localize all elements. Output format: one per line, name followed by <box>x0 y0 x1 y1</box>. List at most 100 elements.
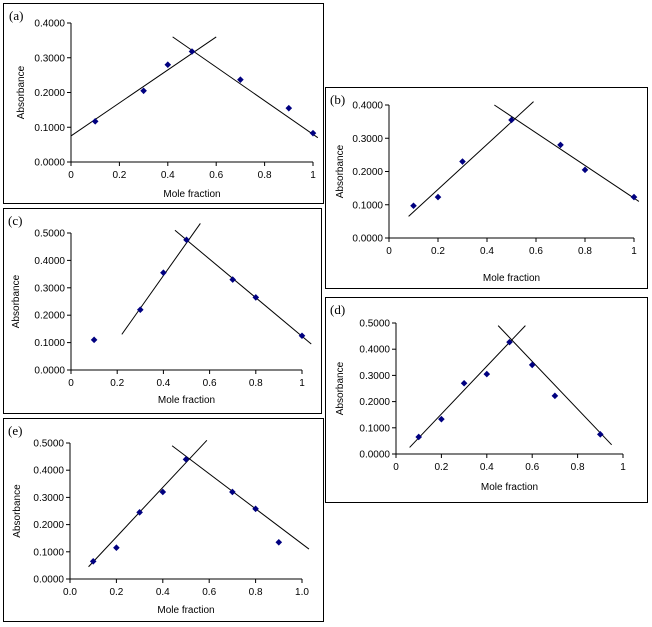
chart-e-data-point <box>275 538 283 546</box>
chart-a-data-point <box>309 129 317 137</box>
chart-a-trendline <box>172 36 319 139</box>
chart-d-trendline <box>497 325 613 446</box>
chart-a-data-point <box>237 76 244 83</box>
chart-c-y-tick-label: 0.1000 <box>34 338 65 349</box>
chart-d-y-tick-label: 0.2000 <box>359 397 390 408</box>
chart-d-data-point <box>597 431 604 438</box>
chart-d-y-tick-label: 0.5000 <box>359 319 390 330</box>
chart-a-y-tick-label: 0.2000 <box>34 88 65 99</box>
chart-b-data-point <box>459 158 466 165</box>
chart-d-y-tick-label: 0.0000 <box>359 450 390 461</box>
chart-e-x-tick-label: 0.8 <box>249 587 263 598</box>
chart-e: 0.0000 0.1000 0.2000 0.3000 0.4000 0.5000 0.0 0… <box>8 423 310 616</box>
chart-b-y-tick-label: 0.3000 <box>352 134 383 145</box>
chart-d-y-tick-label: 0.3000 <box>359 371 390 382</box>
chart-b-x-tick-label: 0.8 <box>578 246 592 257</box>
chart-a-x-tick-label: 0.2 <box>112 170 126 181</box>
chart-d-x-tick-label: 0 <box>393 462 399 473</box>
chart-a-data-point <box>188 48 196 55</box>
chart-a-y-tick-label: 0.4000 <box>34 19 65 30</box>
chart-d-data-point <box>551 392 559 400</box>
chart-panel-e: 0.0000 0.1000 0.2000 0.3000 0.4000 0.5000 0.0 0… <box>3 418 324 622</box>
chart-a-x-tick-label: 0.8 <box>258 170 272 181</box>
chart-c-x-tick-label: 0.4 <box>156 378 170 389</box>
chart-c-data-point <box>298 332 306 340</box>
chart-d-x-tick-label: 0.6 <box>525 462 539 473</box>
chart-e-data-point <box>136 509 143 516</box>
chart-e-x-tick-label: 0.0 <box>63 587 77 598</box>
chart-e-panel-label: (e) <box>8 423 22 438</box>
chart-c-data-point <box>160 269 167 277</box>
chart-b-y-tick-label: 0.4000 <box>352 101 383 112</box>
chart-c-x-tick-label: 0.8 <box>249 378 263 389</box>
chart-e-x-tick-label: 0.6 <box>202 587 216 598</box>
chart-c-y-tick-label: 0.0000 <box>34 366 65 377</box>
chart-d-data-point <box>528 361 536 369</box>
chart-e-x-tick-label: 1.0 <box>295 587 309 598</box>
chart-a-data-point <box>140 87 147 95</box>
chart-d-x-axis-label: Mole fraction <box>481 482 538 493</box>
chart-e-y-tick-label: 0.1000 <box>33 547 64 558</box>
chart-e-x-tick-label: 0.2 <box>109 587 123 598</box>
chart-b-x-tick-label: 0.2 <box>431 246 445 257</box>
chart-d-y-tick-label: 0.1000 <box>359 423 390 434</box>
chart-e-x-tick-label: 0.4 <box>156 587 170 598</box>
chart-b-x-axis-label: Mole fraction <box>483 273 540 284</box>
chart-d-x-tick-label: 0.2 <box>434 462 448 473</box>
chart-b-y-tick-label: 0.1000 <box>352 200 383 211</box>
chart-c-y-tick-label: 0.4000 <box>34 256 65 267</box>
chart-c-trendline <box>174 229 312 345</box>
chart-c-data-point <box>90 336 98 344</box>
chart-b-y-tick-label: 0.0000 <box>352 234 383 245</box>
chart-d-x-tick-label: 0.4 <box>480 462 494 473</box>
chart-e-data-point <box>113 544 120 552</box>
chart-e-x-axis-label: Mole fraction <box>157 605 214 616</box>
chart-b-x-tick-label: 0 <box>386 246 392 257</box>
chart-b-x-tick-label: 0.4 <box>480 246 494 257</box>
chart-e-y-tick-label: 0.3000 <box>33 493 64 504</box>
chart-e-data-point <box>182 456 190 463</box>
chart-c-y-tick-label: 0.2000 <box>34 311 65 322</box>
chart-a-x-tick-label: 1 <box>310 170 316 181</box>
chart-a-data-point <box>285 104 293 112</box>
chart-c: 0.0000 0.1000 0.2000 0.3000 0.4000 0.5000 0 0.2… <box>8 213 312 406</box>
chart-c-y-tick-label: 0.5000 <box>34 229 65 240</box>
chart-d-y-tick-label: 0.4000 <box>359 345 390 356</box>
chart-b-data-point <box>410 202 417 210</box>
chart-panel-b: 0.0000 0.1000 0.2000 0.3000 0.4000 0 0.2 0.4 0.6… <box>325 87 648 289</box>
chart-a-y-tick-label: 0.1000 <box>34 123 65 134</box>
chart-a-y-axis-label: Absorbance <box>16 65 27 119</box>
chart-d-y-axis-label: Absorbance <box>335 361 346 415</box>
chart-d-data-point <box>460 379 468 387</box>
chart-c-y-axis-label: Absorbance <box>11 274 22 328</box>
chart-a-x-tick-label: 0.4 <box>161 170 175 181</box>
chart-b-trendline <box>494 104 640 202</box>
chart-e-y-axis-label: Absorbance <box>12 484 23 538</box>
chart-d-data-point <box>483 370 491 378</box>
chart-c-data-point <box>183 236 190 244</box>
chart-d-panel-label: (d) <box>330 302 345 317</box>
chart-a-x-tick-label: 0 <box>68 170 74 181</box>
chart-b: 0.0000 0.1000 0.2000 0.3000 0.4000 0 0.2 0.4 0.6… <box>330 92 640 284</box>
chart-c-x-tick-label: 1 <box>299 378 305 389</box>
chart-panel-c: 0.0000 0.1000 0.2000 0.3000 0.4000 0.5000 0 0.2… <box>3 208 322 414</box>
chart-a-x-tick-label: 0.6 <box>209 170 223 181</box>
chart-d-trendline <box>409 325 526 448</box>
chart-e-data-point <box>89 558 97 565</box>
chart-b-x-tick-label: 1 <box>631 246 637 257</box>
chart-b-y-axis-label: Absorbance <box>335 144 346 198</box>
chart-c-y-tick-label: 0.3000 <box>34 283 65 294</box>
chart-c-data-point <box>229 276 236 283</box>
chart-a: 0.0000 0.1000 0.2000 0.3000 0.4000 0 0.2 0.4 0.6… <box>9 8 319 200</box>
chart-panel-d: 0.0000 0.1000 0.2000 0.3000 0.4000 0.5000 0 0.2… <box>325 297 648 503</box>
chart-c-panel-label: (c) <box>8 213 22 228</box>
chart-e-trendline <box>171 445 310 550</box>
chart-e-y-tick-label: 0.4000 <box>33 466 64 477</box>
chart-e-y-tick-label: 0.0000 <box>33 575 64 586</box>
chart-c-x-axis-label: Mole fraction <box>158 395 215 406</box>
chart-e-y-tick-label: 0.2000 <box>33 520 64 531</box>
chart-c-data-point <box>252 294 260 301</box>
chart-d-x-tick-label: 1 <box>620 462 626 473</box>
chart-e-y-tick-label: 0.5000 <box>33 439 64 450</box>
chart-c-x-tick-label: 0.2 <box>110 378 124 389</box>
